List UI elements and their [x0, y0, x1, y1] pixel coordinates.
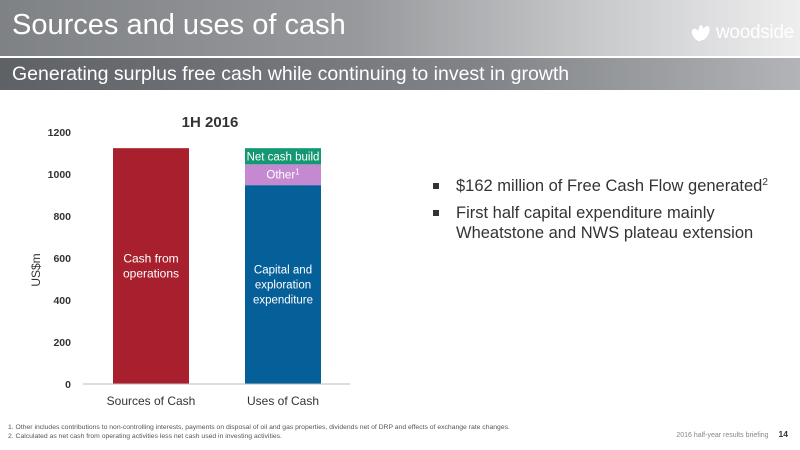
y-tick-label: 600 — [53, 253, 71, 265]
page-subtitle: Generating surplus free cash while conti… — [12, 63, 570, 85]
y-axis-label: US$m — [29, 253, 43, 286]
footnotes: 1. Other includes contributions to non-c… — [8, 424, 510, 442]
woodside-leaf-icon — [691, 25, 710, 42]
header-bar: Sources and uses of cash woodside — [0, 0, 800, 56]
y-tick-label: 400 — [53, 295, 71, 307]
bar-segment — [245, 164, 321, 186]
logo-text: woodside — [716, 22, 794, 43]
x-tick-label: Uses of Cash — [247, 394, 319, 408]
cash-chart: 1H 2016 0 200 400 600 800 1000 1200 US$m Cash fro… — [29, 114, 350, 408]
bar-segment — [113, 148, 189, 384]
footnote-1: 1. Other includes contributions to non-c… — [8, 424, 510, 431]
bullet-footnote-ref: 2 — [762, 177, 768, 188]
page-title: Sources and uses of cash — [12, 9, 346, 41]
y-tick-label: 0 — [65, 379, 71, 391]
bullet-text: $162 million of Free Cash Flow generated — [456, 177, 763, 195]
chart-title: 1H 2016 — [182, 114, 239, 131]
y-tick-label: 1000 — [48, 169, 72, 181]
bullet-text: First half capital expenditure mainly Wh… — [456, 204, 754, 242]
bullet-item: First half capital expenditure mainly Wh… — [428, 203, 788, 243]
y-tick-label: 800 — [53, 211, 71, 223]
y-tick-label: 200 — [53, 337, 71, 349]
footnote-2: 2. Calculated as net cash from operating… — [8, 432, 282, 440]
y-tick-label: 1200 — [48, 127, 72, 139]
footer-event: 2016 half-year results briefing — [676, 432, 769, 439]
bar-segment-label: operations — [123, 267, 179, 281]
x-tick-label: Sources of Cash — [107, 394, 196, 408]
bar-segment — [245, 185, 321, 384]
woodside-logo: woodside — [690, 21, 794, 45]
bar-segment — [245, 148, 321, 165]
bar-segment-label: Net cash build — [247, 151, 320, 163]
page-number: 14 — [778, 429, 788, 439]
bar-segment-label: Other1 — [266, 168, 300, 182]
bullet-item: $162 million of Free Cash Flow generated… — [428, 176, 788, 196]
footer: 2016 half-year results briefing 14 — [676, 429, 788, 439]
bar-segment-label: expenditure — [253, 295, 313, 307]
bar-segment-label: Capital and — [254, 265, 312, 277]
footnote-ref: 1 — [295, 168, 300, 177]
bullet-list: $162 million of Free Cash Flow generated… — [428, 176, 788, 250]
bar-segment-label: exploration — [255, 280, 311, 292]
subheader-bar: Generating surplus free cash while conti… — [0, 58, 800, 90]
bar-segment-label: Cash from — [123, 252, 178, 266]
